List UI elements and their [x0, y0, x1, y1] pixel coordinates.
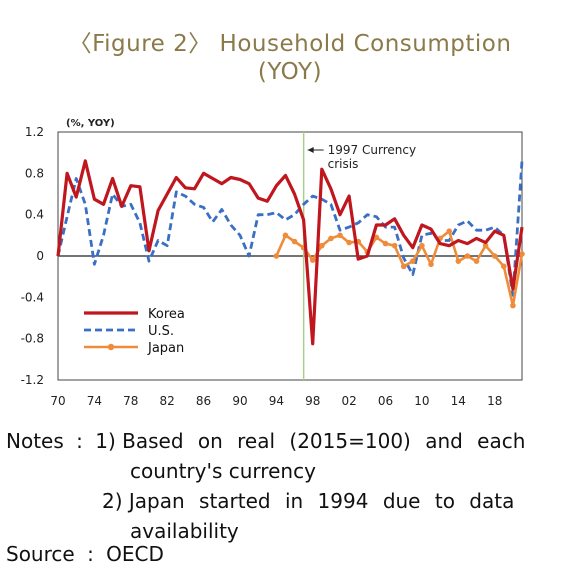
- x-tick-label: 78: [123, 394, 138, 408]
- notes-separator: :: [76, 429, 83, 453]
- source-separator: :: [87, 542, 94, 566]
- legend-label-japan: Japan: [147, 341, 184, 356]
- series-point-japan: [273, 253, 280, 259]
- chart-title-line1: 〈Figure 2〉 Household Consumption: [68, 31, 512, 57]
- series-line-korea: [56, 159, 524, 346]
- x-tick-label: 06: [378, 394, 393, 408]
- source-label: Source: [6, 542, 75, 566]
- x-tick-label: 86: [196, 394, 211, 408]
- series-point-japan: [373, 234, 380, 241]
- series-point-japan: [428, 261, 434, 268]
- series-point-japan: [446, 228, 453, 234]
- x-tick-label: 90: [232, 394, 247, 408]
- y-tick-label: 0: [36, 249, 44, 263]
- series-point-japan: [319, 242, 325, 249]
- series-point-japan: [346, 239, 352, 246]
- annotation-line2: crisis: [328, 157, 359, 171]
- series-point-japan: [328, 235, 334, 242]
- note-1-text-b: country's currency: [130, 459, 316, 483]
- y-tick-label: 0.4: [25, 208, 44, 222]
- x-tick-label: 82: [160, 394, 175, 408]
- y-tick-label: -1.2: [21, 373, 44, 387]
- x-tick-label: 98: [305, 394, 320, 408]
- series-point-japan: [391, 242, 398, 249]
- series-point-japan: [464, 253, 471, 259]
- note-2-text-b: availability: [130, 519, 239, 543]
- note-2-text-a: Japan started in 1994 due to data: [128, 489, 515, 513]
- series-point-japan: [337, 232, 343, 239]
- notes-label: Notes: [6, 429, 64, 453]
- series-point-japan: [473, 258, 480, 264]
- unit-label: (%, YOY): [66, 118, 115, 129]
- note-1: Notes : 1) Based on real (2015=100) and …: [6, 426, 525, 456]
- x-tick-label: 14: [451, 394, 466, 408]
- series-point-japan: [400, 263, 407, 270]
- series-point-japan: [382, 240, 389, 247]
- annotation-line1: 1997 Currency: [328, 143, 416, 157]
- x-tick-label: 94: [269, 394, 284, 408]
- note-1-text-a: Based on real (2015=100) and each: [122, 429, 526, 453]
- series-line-us: [56, 160, 524, 297]
- y-tick-label: -0.4: [21, 290, 44, 304]
- chart-title-line2: (YOY): [257, 59, 323, 85]
- note-2-number: 2): [102, 489, 123, 513]
- x-tick-label: 70: [50, 394, 65, 408]
- source-line: Source : OECD: [6, 542, 164, 566]
- series-point-japan: [309, 257, 316, 263]
- series-point-japan: [519, 251, 525, 257]
- source-value: OECD: [106, 542, 164, 566]
- x-tick-label: 74: [87, 394, 102, 408]
- legend-label-korea: Korea: [148, 307, 185, 322]
- series-point-japan: [282, 232, 289, 239]
- series-point-japan: [501, 263, 507, 270]
- legend-label-us: U.S.: [148, 324, 174, 339]
- series-point-japan: [410, 258, 416, 264]
- series-point-japan: [291, 238, 298, 245]
- y-tick-label: 0.8: [25, 166, 44, 180]
- legend-marker-japan: [107, 343, 115, 351]
- series-point-japan: [482, 242, 489, 249]
- series-point-japan: [455, 258, 462, 264]
- series-point-japan: [419, 242, 425, 249]
- series-point-japan: [510, 302, 516, 309]
- series-point-japan: [491, 253, 498, 259]
- x-tick-label: 18: [487, 394, 502, 408]
- y-tick-label: 1.2: [25, 125, 44, 139]
- note-2-continued: availability: [130, 516, 239, 546]
- note-1-continued: country's currency: [130, 456, 316, 486]
- x-tick-label: 02: [341, 394, 356, 408]
- x-tick-label: 10: [414, 394, 429, 408]
- note-2: 2) Japan started in 1994 due to data: [102, 486, 514, 516]
- y-tick-label: -0.8: [21, 332, 44, 346]
- annotation-arrowhead: [307, 147, 314, 153]
- note-1-number: 1): [95, 429, 116, 453]
- line-chart: 1.2 0.8 0.4 0 -0.4 -0.8 -1.2 70 74 78 82 86 90 94 98 02…: [21, 118, 525, 408]
